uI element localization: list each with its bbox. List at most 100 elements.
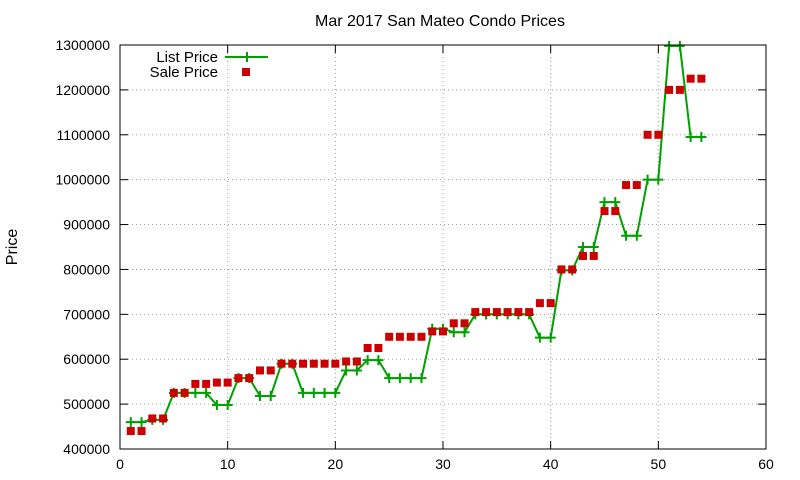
sale-price-point <box>654 130 663 139</box>
sale-price-point <box>546 299 555 308</box>
sale-price-point <box>665 85 674 94</box>
sale-price-point <box>686 74 695 83</box>
sale-price-point <box>525 308 534 317</box>
list-price-point <box>319 387 330 398</box>
sale-price-point <box>374 344 383 352</box>
sale-price-point <box>277 359 286 368</box>
x-tick-label: 30 <box>435 456 451 472</box>
list-price-point <box>664 40 675 51</box>
list-price-point <box>265 391 276 402</box>
list-price-point <box>545 332 556 343</box>
sale-price-point <box>675 85 684 94</box>
list-price-point <box>351 365 362 376</box>
sale-price-point <box>482 308 491 317</box>
list-price-point <box>394 373 405 384</box>
legend-list-price-label: List Price <box>156 49 218 66</box>
sale-price-point <box>169 388 178 397</box>
sale-price-point <box>589 251 598 260</box>
list-price-point <box>696 132 707 143</box>
y-tick-label: 1100000 <box>57 127 111 143</box>
y-axis-label: Price <box>4 229 21 266</box>
sale-price-point <box>126 427 135 436</box>
x-tick-label: 20 <box>328 456 344 472</box>
y-tick-label: 800000 <box>63 261 110 277</box>
sale-price-point <box>439 327 447 336</box>
list-price-point <box>674 40 685 51</box>
sale-price-point <box>288 359 297 368</box>
sale-price-point <box>492 308 501 317</box>
list-price-point <box>373 355 384 366</box>
list-price-point <box>384 373 395 384</box>
sale-price-point <box>514 308 523 317</box>
sale-price-point <box>385 332 394 341</box>
sale-price-point <box>309 359 318 368</box>
sale-price-point <box>159 414 168 423</box>
list-price-point <box>685 132 696 143</box>
legend: List Price Sale Price <box>150 49 268 81</box>
legend-list-price-marker <box>242 52 252 62</box>
sale-price-point <box>331 359 340 368</box>
y-tick-labels: 400000 500000 600000 700000 800000 900000 1000… <box>55 37 766 457</box>
list-price-point <box>631 230 642 241</box>
sale-price-point <box>503 308 512 317</box>
sale-price-point <box>622 181 631 190</box>
y-tick-label: 700000 <box>63 306 110 322</box>
y-tick-label: 600000 <box>63 351 110 367</box>
list-price-point <box>416 373 427 384</box>
sale-price-point <box>449 319 458 328</box>
sale-price-point <box>611 207 620 216</box>
y-tick-label: 1300000 <box>55 37 110 53</box>
sale-price-point <box>223 378 232 387</box>
plot-border <box>119 44 767 450</box>
sale-price-point <box>342 357 351 366</box>
legend-sale-price-label: Sale Price <box>150 64 218 81</box>
list-price-point <box>577 242 588 252</box>
list-price-point <box>136 417 147 428</box>
list-price-point <box>125 417 136 428</box>
list-price-point <box>599 197 610 208</box>
chart-title: Mar 2017 San Mateo Condo Prices <box>315 13 565 30</box>
list-price-point <box>642 174 653 185</box>
list-price-point <box>653 174 664 185</box>
sale-price-point <box>202 379 211 388</box>
list-price-point <box>298 387 309 398</box>
sale-price-point <box>363 344 372 352</box>
list-price-point <box>362 355 373 366</box>
list-price-point <box>459 327 470 338</box>
list-price-point <box>610 197 621 208</box>
y-tick-label: 1200000 <box>55 82 110 98</box>
sale-price-point <box>697 74 706 83</box>
x-tick-label: 40 <box>543 456 559 472</box>
y-tick-label: 500000 <box>63 396 110 412</box>
list-price-line <box>130 44 702 424</box>
sale-price-point <box>471 308 480 317</box>
sale-price-point <box>428 327 437 336</box>
sale-price-point <box>632 181 641 190</box>
list-price-point <box>588 242 599 252</box>
list-price-point <box>534 332 545 343</box>
list-price-point <box>341 365 352 376</box>
list-price-point <box>190 387 201 398</box>
y-tick-label: 900000 <box>63 217 110 233</box>
sale-price-point <box>180 388 189 397</box>
sale-price-series <box>126 74 706 436</box>
sale-price-point <box>266 366 275 375</box>
x-tick-labels: 0 10 20 30 40 50 60 <box>116 45 774 472</box>
list-price-point <box>330 387 341 398</box>
x-tick-label: 50 <box>651 456 667 472</box>
sale-price-point <box>148 414 157 423</box>
grid <box>119 44 767 450</box>
sale-price-point <box>417 332 426 341</box>
list-price-point <box>405 373 416 384</box>
sale-price-point <box>255 366 264 375</box>
sale-price-point <box>137 427 146 436</box>
x-tick-label: 0 <box>116 456 124 472</box>
x-tick-label: 60 <box>758 456 774 472</box>
sale-price-point <box>245 374 254 383</box>
sale-price-point <box>320 359 329 368</box>
list-price-point <box>211 400 222 411</box>
sale-price-point <box>212 378 221 387</box>
list-price-point <box>201 387 212 398</box>
y-tick-label: 400000 <box>63 441 110 457</box>
